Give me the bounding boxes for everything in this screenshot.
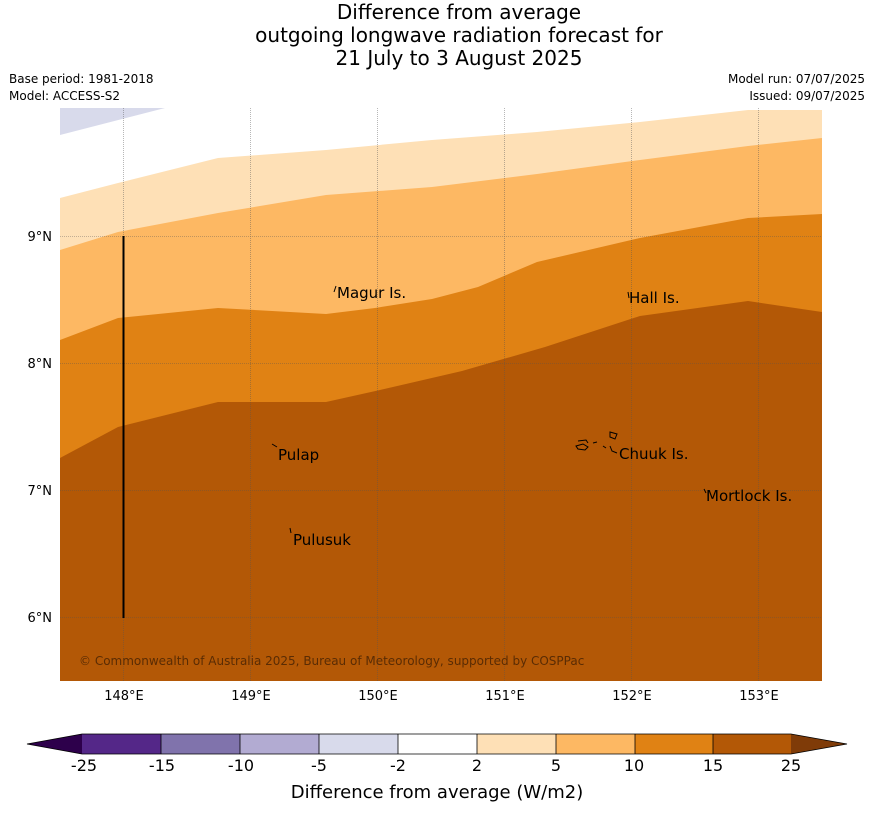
colorbar-outline (26, 733, 848, 755)
model-run-text: Model run: 07/07/2025 (727, 72, 865, 86)
mortlock-island-mark (703, 488, 707, 494)
place-labels: Magur Is. Hall Is. Pulap Chuuk Is. Mortl… (278, 284, 792, 549)
contour-fill-layer (60, 108, 822, 681)
colorbar-extend-high (791, 734, 847, 754)
island-marks (271, 285, 707, 534)
colorbar-label-10: 10 (624, 756, 644, 775)
lon-tick-148: 148°E (104, 689, 144, 704)
colorbar-label--10: -10 (228, 756, 254, 775)
map-title-line-3: 21 July to 3 August 2025 (335, 46, 583, 70)
lon-tick-152: 152°E (612, 689, 652, 704)
copyright-credit: © Commonwealth of Australia 2025, Bureau… (79, 654, 584, 668)
colorbar-swatch-15-25 (713, 734, 791, 754)
lon-tick-149: 149°E (231, 689, 271, 704)
lon-tick-151: 151°E (485, 689, 525, 704)
contour-minus5-minus2-band (60, 108, 165, 135)
lat-tick-6n: 6°N (28, 611, 53, 626)
place-label-magur: Magur Is. (337, 284, 406, 302)
issued-text: Issued: 09/07/2025 (749, 89, 865, 103)
colorbar-swatch--2-2 (398, 734, 477, 754)
colorbar-swatch-10-15 (635, 734, 713, 754)
colorbar-swatch--10--5 (240, 734, 319, 754)
place-label-pulap: Pulap (278, 446, 319, 464)
colorbar-extend-low (27, 734, 82, 754)
colorbar-swatch--25--15 (82, 734, 161, 754)
lat-tick-9n: 9°N (28, 230, 53, 245)
map-title-line-2: outgoing longwave radiation forecast for (255, 23, 663, 47)
colorbar: -25 -15 -10 -5 -2 2 5 10 15 25 Differenc… (26, 733, 848, 803)
colorbar-title: Difference from average (W/m2) (291, 782, 583, 803)
colorbar-label-25: 25 (781, 756, 801, 775)
colorbar-label--15: -15 (149, 756, 175, 775)
colorbar-swatch--5--2 (319, 734, 398, 754)
colorbar-label-2: 2 (472, 756, 482, 775)
colorbar-swatch--15--10 (161, 734, 240, 754)
place-label-hall: Hall Is. (629, 289, 680, 307)
colorbar-swatch-2-5 (477, 734, 556, 754)
place-label-chuuk: Chuuk Is. (619, 445, 688, 463)
base-period-text: Base period: 1981-2018 (9, 72, 154, 86)
lon-tick-150: 150°E (358, 689, 398, 704)
magur-island-mark (333, 285, 337, 293)
pulap-island-mark (271, 443, 278, 448)
lon-tick-labels: 148°E 149°E 150°E 151°E 152°E 153°E (104, 689, 779, 704)
lat-tick-7n: 7°N (28, 484, 53, 499)
hall-island-mark (627, 291, 630, 299)
colorbar-label-15: 15 (703, 756, 723, 775)
lon-tick-153: 153°E (739, 689, 779, 704)
colorbar-label--25: -25 (71, 756, 97, 775)
colorbar-label-5: 5 (551, 756, 561, 775)
map-title-line-1: Difference from average (336, 0, 582, 24)
colorbar-label--2: -2 (390, 756, 406, 775)
model-text: Model: ACCESS-S2 (9, 89, 121, 103)
pulusuk-island-mark (289, 527, 292, 534)
colorbar-label--5: -5 (311, 756, 327, 775)
lat-tick-labels: 9°N 8°N 7°N 6°N (28, 230, 53, 626)
lat-tick-8n: 8°N (28, 357, 53, 372)
colorbar-swatch-5-10 (556, 734, 635, 754)
chuuk-lagoon-islands (575, 431, 618, 454)
place-label-mortlock: Mortlock Is. (706, 487, 792, 505)
place-label-pulusuk: Pulusuk (293, 531, 351, 549)
